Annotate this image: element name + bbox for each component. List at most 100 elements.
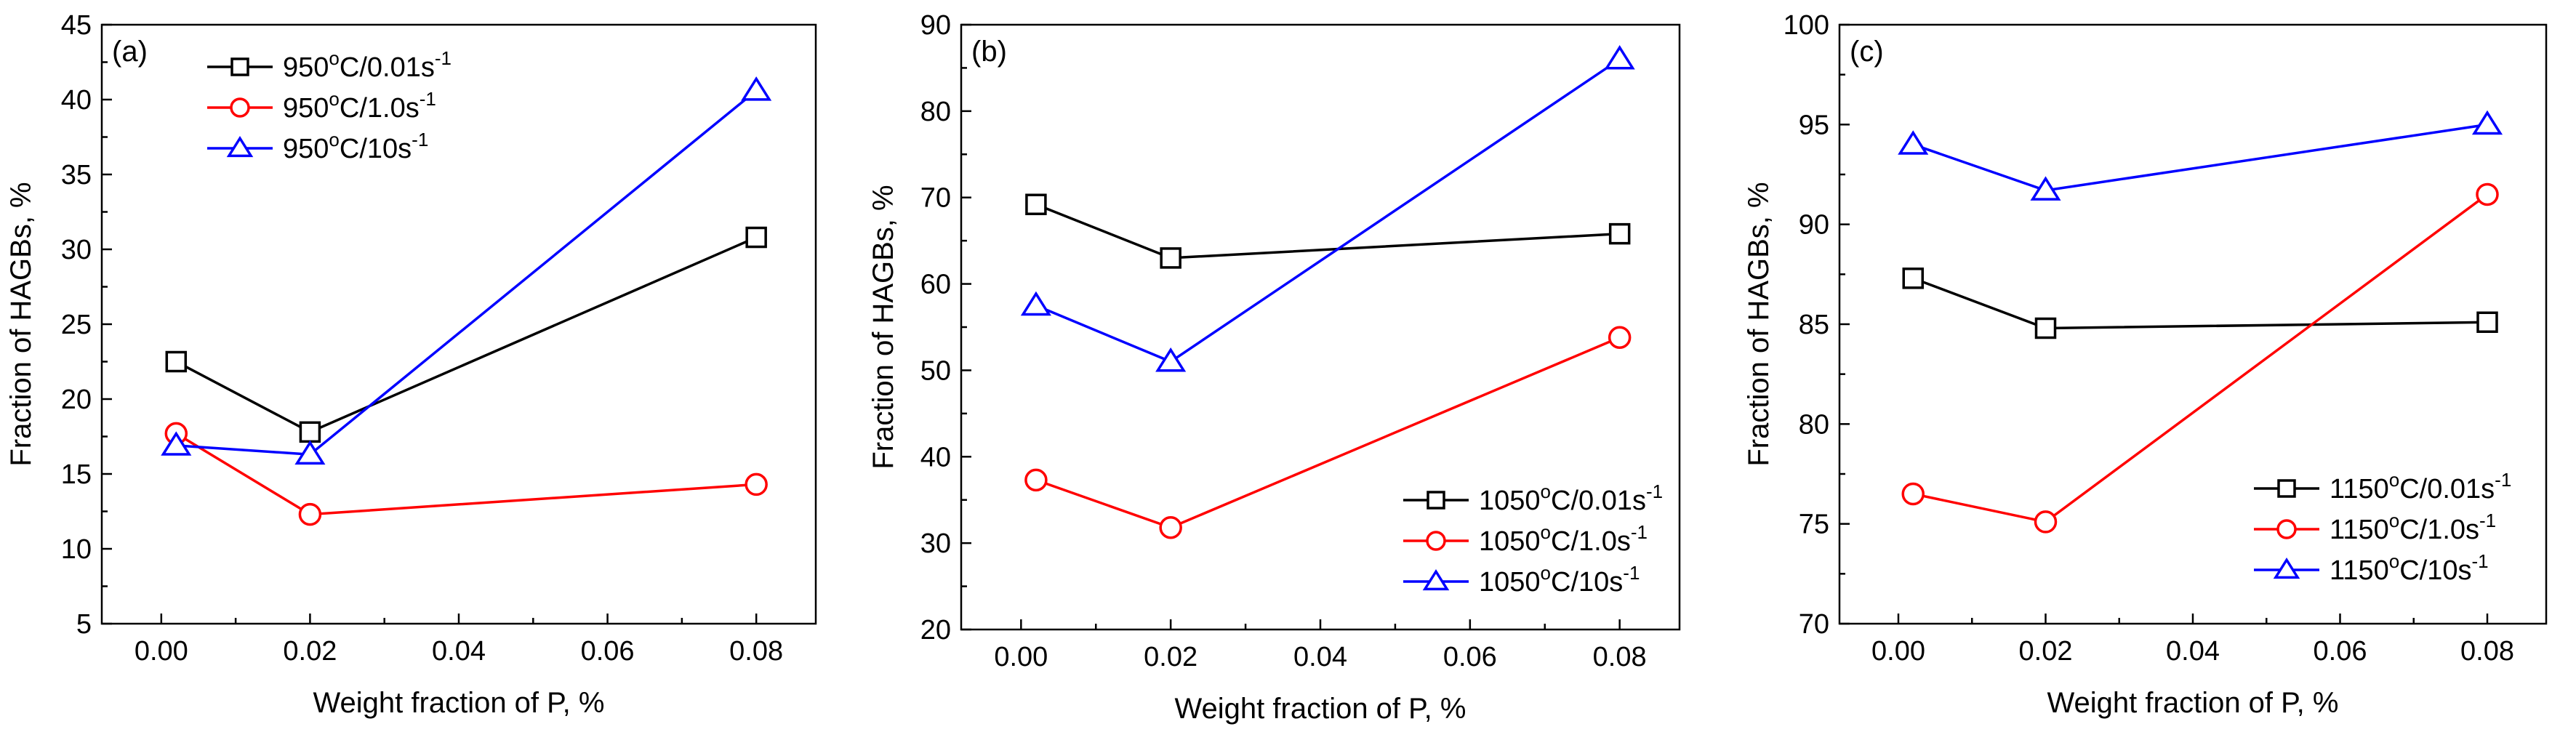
legend-marker-square xyxy=(2277,479,2296,498)
data-point-square xyxy=(1902,268,1924,289)
y-tick-label: 25 xyxy=(61,310,92,340)
data-point-circle xyxy=(1159,515,1182,539)
legend-rate: C/1.0s xyxy=(1551,526,1631,557)
x-tick-label: 0.02 xyxy=(283,636,337,667)
x-tick-label: 0.06 xyxy=(581,636,635,667)
series-line xyxy=(176,89,758,457)
x-axis-label: Weight fraction of P, % xyxy=(313,687,605,719)
x-tick-label: 0.08 xyxy=(729,636,783,667)
data-point-square xyxy=(1160,247,1181,269)
data-point-square xyxy=(1608,222,1631,245)
y-tick-label: 20 xyxy=(61,385,92,415)
legend-temp: 950 xyxy=(283,93,329,124)
degree-sign: o xyxy=(329,88,339,110)
y-tick-label: 50 xyxy=(920,355,951,386)
legend-entry: 950oC/0.01s-1 xyxy=(283,47,452,83)
series-line xyxy=(175,236,757,434)
x-tick-label: 0.04 xyxy=(432,636,486,667)
legend-exponent: -1 xyxy=(420,88,436,110)
legend-exponent: -1 xyxy=(1623,562,1640,584)
data-point-circle xyxy=(298,502,322,526)
x-tick-label: 0.08 xyxy=(1593,642,1647,672)
x-tick-label: 0.00 xyxy=(994,642,1048,672)
legend-temp: 1150 xyxy=(2330,555,2389,586)
legend-marker-square xyxy=(1427,491,1445,510)
chart-panel-1: 0.00 0.02 0.04 0.06 0.08 5 10 15 20 25 30 35 40 45 Wei… xyxy=(5,10,817,719)
legend-rate: C/0.01s xyxy=(340,52,435,83)
y-tick-label: 100 xyxy=(1783,10,1829,41)
series-line xyxy=(1035,58,1621,363)
legend-entry: 1150oC/1.0s-1 xyxy=(2330,510,2496,545)
series-square xyxy=(1025,193,1631,269)
data-point-triangle xyxy=(294,440,326,465)
x-axis-label: Weight fraction of P, % xyxy=(2047,687,2339,719)
chart-panel-3: 0.00 0.02 0.04 0.06 0.08 70 75 80 85 90 95 100 Weigh… xyxy=(1743,10,2548,719)
data-point-circle xyxy=(1024,468,1048,492)
y-tick-label: 20 xyxy=(920,615,951,645)
legend-rate: C/0.01s xyxy=(2399,474,2495,504)
legend-entry: 1050oC/1.0s-1 xyxy=(1479,521,1648,557)
legend-exponent: -1 xyxy=(2479,510,2496,531)
data-point-circle xyxy=(2476,182,2499,206)
data-point-square xyxy=(165,350,188,373)
data-point-square xyxy=(2476,311,2498,334)
degree-sign: o xyxy=(1541,480,1551,502)
y-axis-label: Fraction of HAGBs, % xyxy=(1743,182,1775,466)
x-tick-label: 0.00 xyxy=(1871,636,1925,667)
x-tick-label: 0.04 xyxy=(2166,636,2220,667)
y-tick-label: 45 xyxy=(61,10,92,41)
data-point-triangle xyxy=(2030,176,2061,201)
legend-marker-triangle xyxy=(2273,557,2300,579)
data-point-circle xyxy=(1608,326,1632,350)
legend-rate: C/1.0s xyxy=(2399,515,2479,545)
x-tick-label: 0.00 xyxy=(135,636,188,667)
y-tick-label: 30 xyxy=(920,528,951,559)
chart-panel-2: 0.00 0.02 0.04 0.06 0.08 20 30 40 50 60 70 80 90 Weig… xyxy=(867,10,1681,725)
y-tick-label: 75 xyxy=(1799,510,1829,540)
series-square xyxy=(1902,268,2498,339)
y-tick-label: 70 xyxy=(920,183,951,214)
panel-label: (b) xyxy=(971,36,1007,68)
legend-entry: 1050oC/10s-1 xyxy=(1479,562,1640,598)
x-tick-label: 0.06 xyxy=(2314,636,2367,667)
legend-temp: 1150 xyxy=(2330,515,2389,545)
x-tick-label: 0.06 xyxy=(1443,642,1497,672)
legend-marker-triangle xyxy=(1422,568,1450,591)
legend-exponent: -1 xyxy=(435,47,452,69)
data-point-triangle xyxy=(1155,347,1187,372)
series-line xyxy=(1912,123,2488,192)
data-point-triangle xyxy=(1020,291,1051,316)
y-axis-label: Fraction of HAGBs, % xyxy=(5,182,37,466)
degree-sign: o xyxy=(2389,510,2399,531)
legend-exponent: -1 xyxy=(2495,469,2511,491)
series-triangle xyxy=(1020,45,1635,372)
y-tick-label: 40 xyxy=(920,442,951,472)
legend-entry: 1150oC/10s-1 xyxy=(2330,550,2489,586)
legend-entry: 1050oC/0.01s-1 xyxy=(1479,480,1663,516)
data-point-triangle xyxy=(741,76,772,101)
legend-entry: 950oC/1.0s-1 xyxy=(283,88,436,124)
series-square xyxy=(165,226,767,443)
data-point-triangle xyxy=(1898,130,1929,155)
degree-sign: o xyxy=(2389,469,2399,491)
legend-exponent: -1 xyxy=(1631,521,1648,543)
legend-temp: 1050 xyxy=(1479,526,1541,557)
y-tick-label: 95 xyxy=(1799,110,1829,140)
plot-frame xyxy=(100,23,817,625)
series-circle xyxy=(1024,326,1632,539)
data-point-circle xyxy=(1901,482,1925,506)
legend-entry: 950oC/10s-1 xyxy=(283,129,428,164)
legend-rate: C/1.0s xyxy=(340,93,420,124)
legend-entry: 1150oC/0.01s-1 xyxy=(2330,469,2511,504)
x-tick-label: 0.04 xyxy=(1293,642,1347,672)
y-tick-label: 60 xyxy=(920,270,951,300)
legend-rate: C/10s xyxy=(1551,567,1623,598)
series-line xyxy=(1035,203,1620,260)
series-circle xyxy=(164,422,768,526)
legend-rate: C/10s xyxy=(340,134,412,164)
y-tick-label: 90 xyxy=(1799,210,1829,241)
y-tick-label: 5 xyxy=(76,609,92,640)
